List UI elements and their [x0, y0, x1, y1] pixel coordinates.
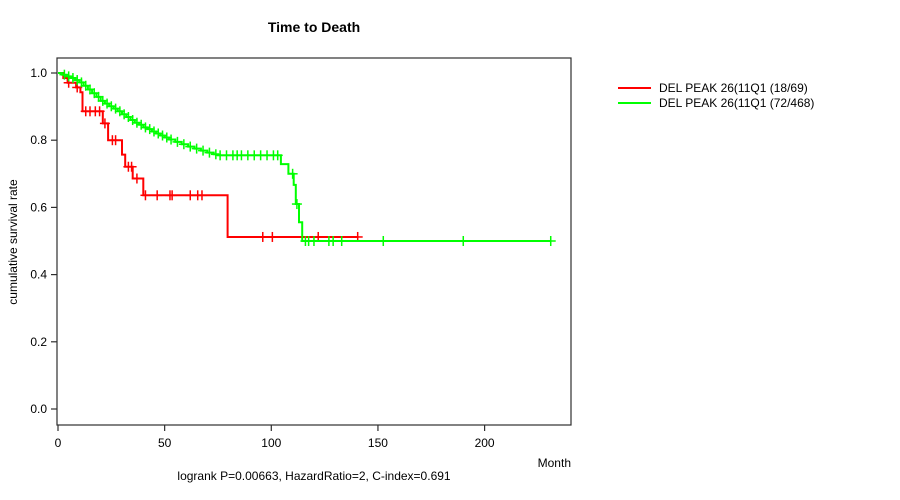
survival-curve-group2: [58, 72, 551, 242]
y-tick-label: 0.4: [30, 268, 47, 282]
x-tick-label: 0: [55, 436, 62, 450]
legend-label: DEL PEAK 26(11Q1 (72/468): [659, 95, 815, 110]
x-tick-label: 50: [158, 436, 172, 450]
y-axis-title: cumulative survival rate: [6, 179, 20, 305]
legend-label: DEL PEAK 26(11Q1 (18/69): [659, 80, 808, 95]
y-tick-label: 0.6: [30, 200, 47, 214]
chart-title: Time to Death: [267, 19, 361, 35]
x-tick-label: 150: [368, 436, 388, 450]
statistics-annotation: logrank P=0.00663, HazardRatio=2, C-inde…: [177, 469, 451, 483]
x-axis-title: Month: [537, 456, 571, 470]
legend: DEL PEAK 26(11Q1 (18/69) DEL PEAK 26(11Q…: [618, 80, 814, 110]
y-tick-label: 0.2: [30, 335, 47, 349]
y-tick-label: 0.8: [30, 133, 47, 147]
legend-marker-line: [618, 86, 651, 89]
y-tick-label: 1.0: [30, 66, 47, 80]
legend-item-group2: DEL PEAK 26(11Q1 (72/468): [618, 95, 814, 110]
legend-marker-line: [618, 101, 651, 104]
legend-item-group1: DEL PEAK 26(11Q1 (18/69): [618, 80, 814, 95]
plot-box: [56, 57, 572, 426]
x-tick-label: 100: [261, 436, 281, 450]
y-tick-label: 0.0: [30, 402, 47, 416]
x-tick-label: 200: [475, 436, 495, 450]
